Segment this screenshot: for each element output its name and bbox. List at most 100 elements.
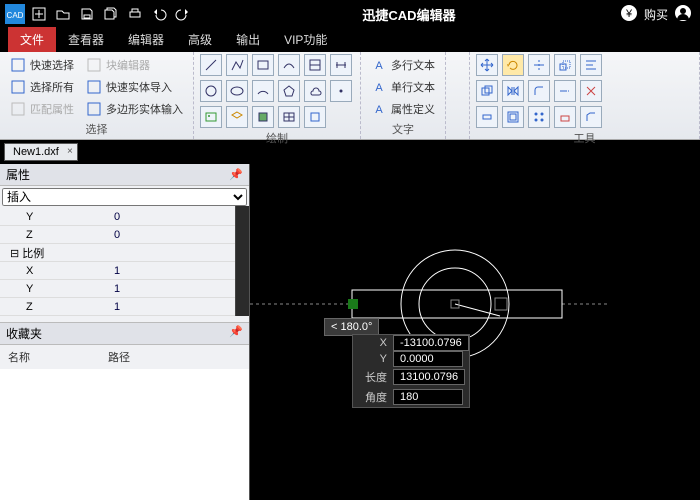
open-icon[interactable]	[52, 3, 74, 25]
property-row[interactable]: ⊟ 比例	[0, 244, 249, 262]
tab-查看器[interactable]: 查看器	[56, 27, 116, 52]
ribbon-item[interactable]: 快速实体导入	[82, 76, 187, 98]
ribbon-item[interactable]: 选择所有	[6, 76, 78, 98]
scale-icon[interactable]	[554, 54, 576, 76]
block-icon[interactable]	[252, 106, 274, 128]
image-icon[interactable]	[200, 106, 222, 128]
ribbon-tabs: 文件查看器编辑器高级输出VIP功能	[0, 28, 700, 52]
ribbon-item: 块编辑器	[82, 54, 187, 76]
draw-tools-grid	[200, 54, 354, 130]
insert-icon[interactable]	[304, 106, 326, 128]
point-icon[interactable]	[330, 80, 352, 102]
spline-icon[interactable]	[278, 54, 300, 76]
erase-icon[interactable]	[554, 106, 576, 128]
stretch-icon[interactable]	[476, 106, 498, 128]
panel-title: 属性	[6, 166, 30, 183]
user-icon[interactable]	[674, 4, 692, 25]
properties-panel: 属性 📌 插入 Y0Z0⊟ 比例X1Y1Z1 收藏夹 📌 名称 路径	[0, 164, 250, 500]
move-icon[interactable]	[476, 54, 498, 76]
ribbon-item[interactable]: 多边形实体输入	[82, 98, 187, 120]
property-row[interactable]: Y0	[0, 208, 249, 226]
property-row[interactable]: Z0	[0, 226, 249, 244]
ribbon-item[interactable]: A单行文本	[367, 76, 439, 98]
cloud-icon[interactable]	[304, 80, 326, 102]
close-icon[interactable]: ×	[67, 146, 73, 157]
tab-文件[interactable]: 文件	[8, 27, 56, 52]
buy-label[interactable]: 购买	[644, 6, 668, 23]
tab-高级[interactable]: 高级	[176, 27, 224, 52]
tab-编辑器[interactable]: 编辑器	[116, 27, 176, 52]
undo-icon[interactable]	[148, 3, 170, 25]
tab-输出[interactable]: 输出	[224, 27, 272, 52]
save-icon[interactable]	[76, 3, 98, 25]
extend-icon[interactable]	[554, 80, 576, 102]
favorites-list	[0, 369, 249, 500]
ribbon-item[interactable]: 快速选择	[6, 54, 78, 76]
saveall-icon[interactable]	[100, 3, 122, 25]
array-icon[interactable]	[528, 106, 550, 128]
redo-icon[interactable]	[172, 3, 194, 25]
arc-icon[interactable]	[252, 80, 274, 102]
ellipse-icon[interactable]	[226, 80, 248, 102]
tools-grid	[476, 54, 604, 130]
group-label: 绘制	[200, 130, 354, 148]
app-icon: CAD	[4, 3, 26, 25]
hatch-icon[interactable]	[304, 54, 326, 76]
copy-icon[interactable]	[476, 80, 498, 102]
dim-icon[interactable]	[330, 54, 352, 76]
svg-text:A: A	[375, 60, 383, 72]
layer-icon[interactable]	[226, 106, 248, 128]
rect-icon[interactable]	[252, 54, 274, 76]
property-row[interactable]: Y1	[0, 280, 249, 298]
new-icon[interactable]	[28, 3, 50, 25]
app-title: 迅捷CAD编辑器	[198, 5, 620, 24]
chamfer-icon[interactable]	[580, 106, 602, 128]
drawing-canvas[interactable]: < 180.0° X-13100.0796Y0.0000长度13100.0796…	[250, 164, 700, 500]
tooltip-row: X-13100.0796	[353, 335, 469, 351]
coin-icon[interactable]: ¥	[620, 4, 638, 25]
type-combo[interactable]: 插入	[2, 188, 247, 206]
trim-icon[interactable]	[528, 54, 550, 76]
group-label: 工具	[476, 130, 693, 148]
ribbon-item: 匹配属性	[6, 98, 78, 120]
circle-icon[interactable]	[200, 80, 222, 102]
pin-icon[interactable]: 📌	[229, 168, 243, 181]
polyline-icon[interactable]	[226, 54, 248, 76]
fillet-icon[interactable]	[528, 80, 550, 102]
mirror-icon[interactable]	[502, 80, 524, 102]
scrollbar[interactable]	[235, 206, 249, 316]
tooltip-row: Y0.0000	[353, 351, 469, 367]
ribbon-group-text: A多行文本A单行文本A属性定义 文字	[361, 52, 446, 139]
pin-icon[interactable]: 📌	[229, 325, 243, 342]
document-tab[interactable]: New1.dxf ×	[4, 143, 78, 161]
favorites-title: 收藏夹	[6, 325, 42, 342]
offset-icon[interactable]	[502, 106, 524, 128]
property-row[interactable]: Z1	[0, 298, 249, 316]
tooltip-row: 长度13100.0796	[353, 367, 469, 387]
group-label: 选择	[6, 121, 187, 139]
tooltip-row: 角度180	[353, 387, 469, 407]
ribbon-group-draw: 绘制	[194, 52, 361, 139]
property-row[interactable]: X1	[0, 262, 249, 280]
ribbon-group-tools: 工具	[470, 52, 700, 139]
svg-text:A: A	[375, 82, 383, 94]
align-icon[interactable]	[580, 54, 602, 76]
svg-text:A: A	[375, 104, 383, 116]
ribbon-item[interactable]: A多行文本	[367, 54, 439, 76]
explode-icon[interactable]	[580, 80, 602, 102]
line-icon[interactable]	[200, 54, 222, 76]
coordinate-tooltip: X-13100.0796Y0.0000长度13100.0796角度180	[352, 334, 470, 408]
rotate-icon[interactable]	[502, 54, 524, 76]
title-bar: CAD 迅捷CAD编辑器 ¥ 购买	[0, 0, 700, 28]
table-icon[interactable]	[278, 106, 300, 128]
quick-access-toolbar: CAD	[0, 3, 198, 25]
col-path: 路径	[108, 349, 130, 365]
polygon-icon[interactable]	[278, 80, 300, 102]
document-name: New1.dxf	[13, 146, 59, 158]
ribbon-group-empty	[446, 52, 470, 139]
ribbon: 快速选择选择所有匹配属性 块编辑器快速实体导入多边形实体输入 选择	[0, 52, 700, 140]
tab-VIP功能[interactable]: VIP功能	[272, 27, 339, 52]
print-icon[interactable]	[124, 3, 146, 25]
col-name: 名称	[8, 349, 108, 365]
ribbon-item[interactable]: A属性定义	[367, 98, 439, 120]
